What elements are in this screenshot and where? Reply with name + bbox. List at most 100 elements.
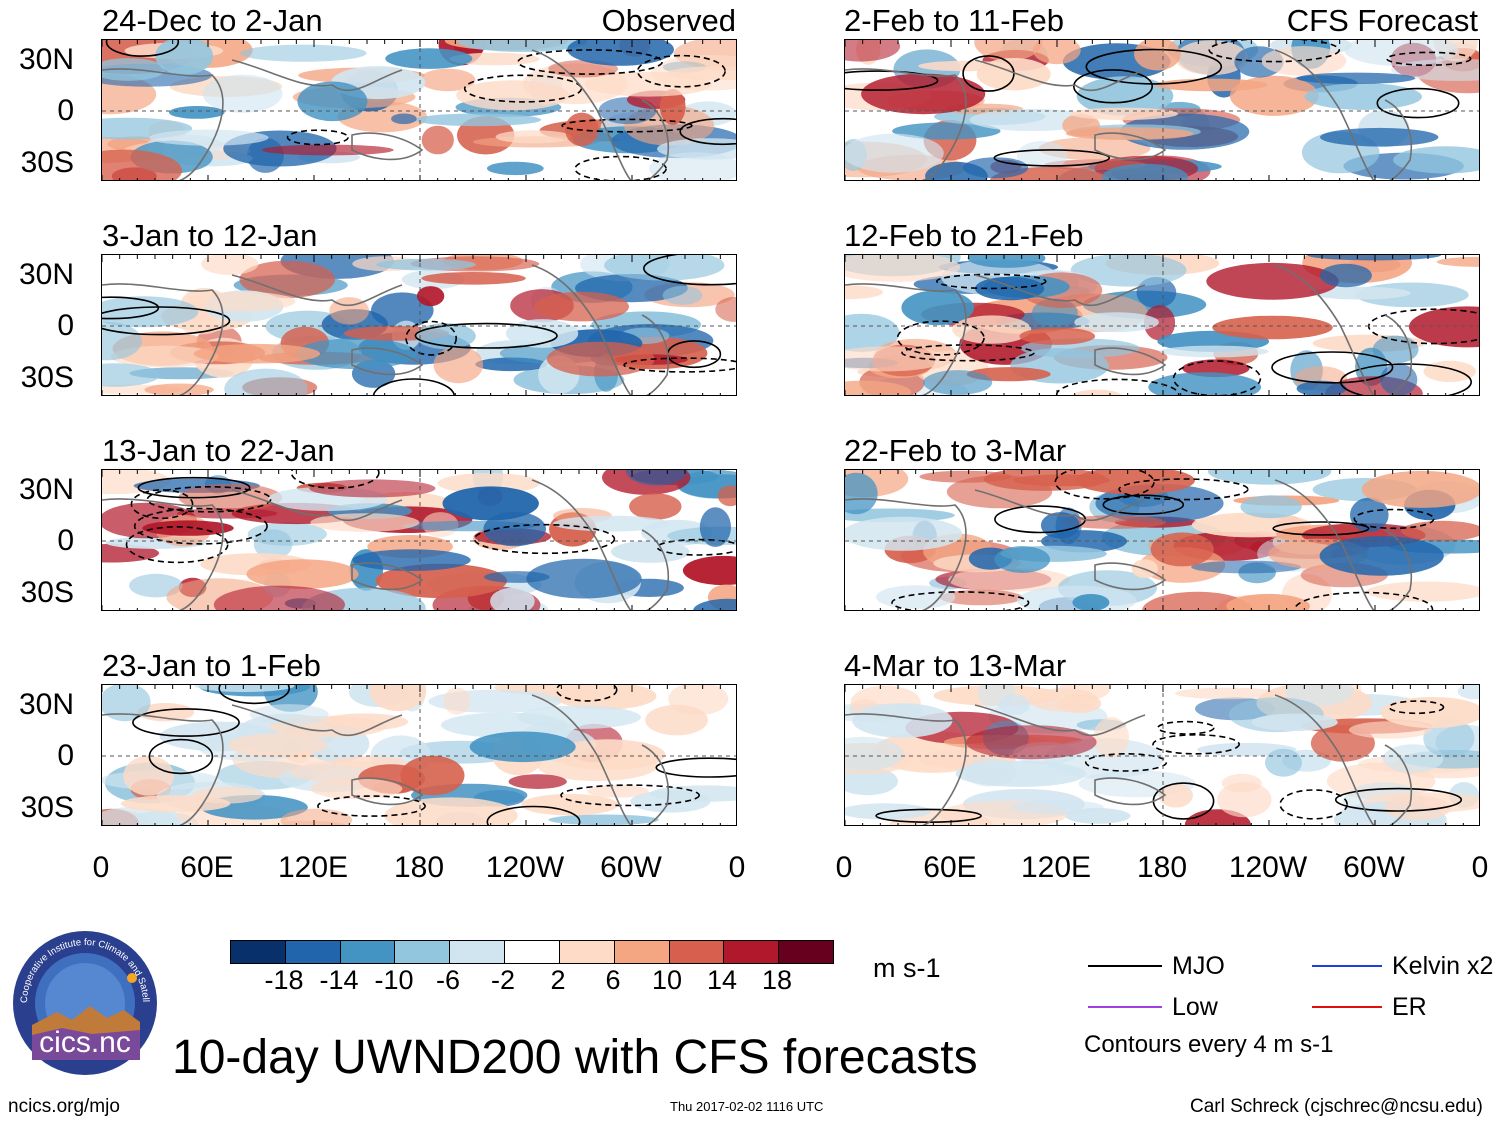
lat-label: 30N: [18, 258, 74, 291]
panel-title-left-4: 23-Jan to 1-Feb: [102, 648, 321, 683]
legend-line-low: [1088, 1006, 1162, 1008]
mjo-contour: [1279, 789, 1348, 820]
lon-label: 60W: [600, 851, 662, 884]
coastline: [845, 498, 967, 610]
lat-label: 30S: [20, 146, 74, 179]
lon-label: 0: [92, 851, 110, 884]
main-title: 10-day UWND200 with CFS forecasts: [172, 1031, 978, 1084]
mjo-contour: [679, 117, 736, 146]
anomaly-patch: [963, 157, 1029, 179]
coastline: [102, 283, 224, 395]
anomaly-patch: [975, 276, 1045, 301]
anomaly-patch: [948, 567, 1071, 592]
anomaly-patch: [845, 516, 963, 551]
logo-graphic: Cooperative Institute for Climate and Sa…: [9, 922, 157, 1075]
panel-title-right-2: 12-Feb to 21-Feb: [844, 218, 1084, 253]
anomaly-patch: [1320, 127, 1439, 147]
anomaly-patch: [1070, 255, 1187, 287]
anomaly-patch: [1319, 536, 1444, 576]
anomaly-patch: [352, 549, 471, 571]
colorbar-swatch: [669, 941, 725, 963]
lon-label: 120E: [1020, 851, 1092, 884]
wind-anomaly-map: [102, 255, 736, 395]
lon-label: 120E: [277, 851, 349, 884]
footer-right: Carl Schreck (cjschrec@ncsu.edu): [1190, 1096, 1483, 1117]
anomaly-patch: [371, 292, 434, 329]
mjo-contour: [137, 476, 251, 499]
colorbar-swatch: [779, 941, 833, 963]
mjo-contour: [1353, 508, 1435, 530]
colorbar-swatch: [505, 941, 560, 963]
anomaly-patch: [892, 122, 1001, 140]
cics-logo: Cooperative Institute for Climate and Sa…: [9, 922, 158, 1076]
coastline: [102, 713, 224, 825]
anomaly-patch: [521, 793, 619, 816]
anomaly-patch: [169, 106, 225, 119]
anomaly-patch: [845, 736, 904, 772]
anomaly-patch: [1154, 78, 1268, 92]
anomaly-patch: [1307, 255, 1441, 261]
mjo-contour: [643, 255, 736, 286]
lon-label: 60E: [180, 851, 234, 884]
anomaly-patch: [443, 687, 471, 715]
wind-anomaly-map: [845, 685, 1479, 825]
map-panel-right-1: [844, 39, 1480, 181]
coastline: [1274, 694, 1375, 825]
coastline: [845, 713, 967, 825]
lon-label: 60W: [1343, 851, 1405, 884]
anomaly-patch: [994, 546, 1051, 573]
coastline: [531, 694, 632, 825]
observed-label: Observed: [601, 3, 736, 38]
colorbar-tick: 2: [550, 965, 566, 995]
anomaly-patch: [553, 515, 670, 532]
mjo-contour: [1388, 700, 1445, 715]
legend-label-low: Low: [1172, 993, 1218, 1021]
anomaly-patch: [845, 767, 898, 796]
mjo-contour: [517, 49, 663, 75]
anomaly-patch: [385, 48, 473, 69]
anomaly-patch: [495, 130, 572, 144]
anomaly-patch: [852, 703, 953, 738]
mjo-contour: [993, 149, 1111, 167]
cfs-forecast-label: CFS Forecast: [1286, 3, 1478, 38]
anomaly-patch: [1361, 470, 1479, 508]
mjo-contour: [1334, 787, 1463, 812]
mjo-contour: [130, 489, 194, 520]
anomaly-patch: [1251, 713, 1338, 731]
anomaly-patch: [1065, 127, 1194, 140]
colorbar: [230, 940, 834, 964]
coastline: [1274, 264, 1375, 395]
coastline: [531, 479, 632, 610]
lat-label: 30N: [18, 43, 74, 76]
anomaly-patch: [845, 133, 944, 173]
anomaly-patch: [1072, 389, 1122, 395]
coastline: [1384, 99, 1412, 180]
anomaly-patch: [1016, 141, 1068, 171]
mjo-contour: [1102, 494, 1185, 515]
anomaly-patch: [546, 341, 655, 377]
anomaly-patch: [1072, 594, 1110, 610]
lon-label: 0: [1471, 851, 1489, 884]
anomaly-patch: [1436, 256, 1479, 267]
anomaly-patch: [440, 712, 568, 738]
map-panel-right-2: [844, 254, 1480, 396]
anomaly-patch: [449, 52, 540, 66]
anomaly-patch: [1159, 345, 1269, 358]
lon-label: 180: [393, 851, 445, 884]
coastline: [231, 704, 403, 737]
coastline: [845, 68, 967, 180]
anomaly-patch: [419, 68, 476, 92]
anomaly-patch: [1366, 581, 1479, 602]
anomaly-patch: [1296, 380, 1347, 395]
mjo-contour: [105, 40, 180, 57]
map-panel-left-3: [101, 469, 737, 611]
anomaly-patch: [1158, 783, 1193, 808]
lat-label: 30N: [18, 473, 74, 506]
anomaly-patch: [699, 507, 732, 547]
mjo-contour: [1271, 351, 1394, 384]
anomaly-patch: [845, 313, 900, 352]
colorbar-tick: 6: [605, 965, 621, 995]
panel-title-left-3: 13-Jan to 22-Jan: [102, 433, 335, 468]
anomaly-patch: [483, 511, 546, 547]
anomaly-patch: [845, 255, 961, 282]
